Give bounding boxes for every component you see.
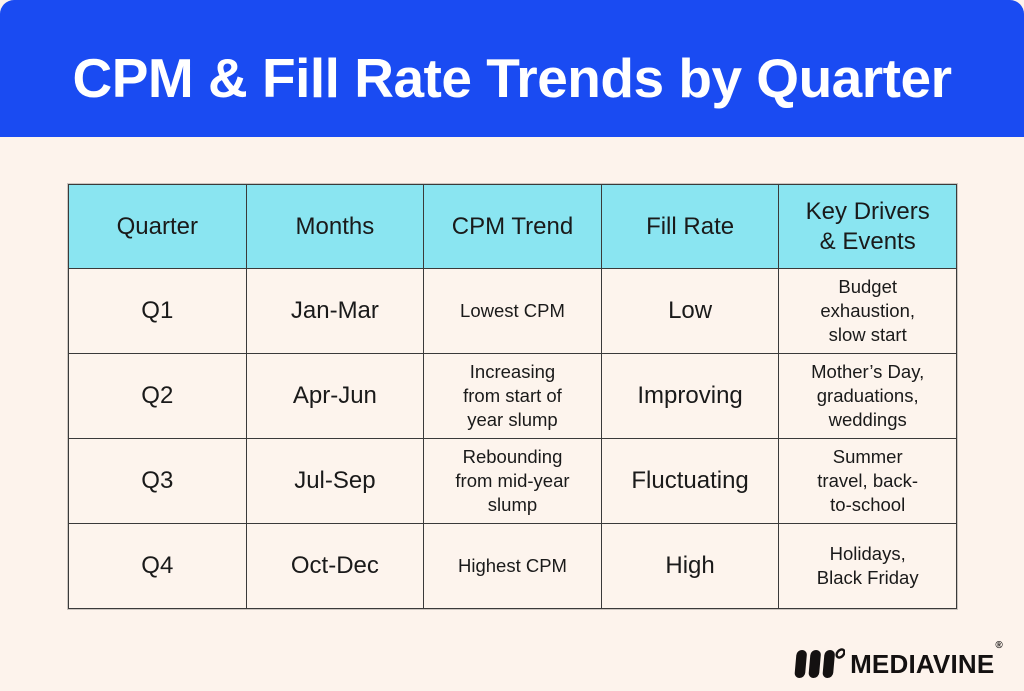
cell-key-drivers: Budget exhaustion, slow start — [778, 268, 957, 354]
cell-cpm-trend: Highest CPM — [423, 523, 602, 609]
mediavine-logo-text: MEDIAVINE® — [850, 640, 1003, 680]
column-header-months: Months — [245, 184, 425, 269]
table-row-q3: Q3 Jul-Sep Rebounding from mid-year slum… — [68, 438, 957, 524]
column-header-quarter: Quarter — [68, 184, 247, 269]
mediavine-logo-icon — [794, 648, 846, 678]
column-header-cpm-trend: CPM Trend — [423, 184, 602, 269]
cell-months: Apr-Jun — [245, 353, 425, 439]
cell-quarter: Q4 — [68, 523, 247, 609]
mediavine-logo: MEDIAVINE® — [793, 640, 1003, 684]
cell-key-drivers: Summer travel, back-to-school — [778, 438, 957, 524]
table-header-row: Quarter Months CPM Trend Fill Rate Key D… — [68, 184, 957, 269]
table-header: Quarter Months CPM Trend Fill Rate Key D… — [68, 184, 957, 269]
title-banner: CPM & Fill Rate Trends by Quarter — [0, 0, 1024, 137]
cell-key-drivers: Holidays, Black Friday — [778, 523, 957, 609]
table-row-q2: Q2 Apr-Jun Increasing from start of year… — [68, 353, 957, 439]
column-header-fill-rate: Fill Rate — [600, 184, 780, 269]
cell-months: Jan-Mar — [245, 268, 425, 354]
table-row-q4: Q4 Oct-Dec Highest CPM High Holidays, Bl… — [68, 523, 957, 609]
cell-cpm-trend: Lowest CPM — [423, 268, 602, 354]
column-header-key-drivers: Key Drivers & Events — [778, 184, 957, 269]
table-body: Q1 Jan-Mar Lowest CPM Low Budget exhaust… — [68, 268, 957, 609]
cell-fill-rate: Improving — [600, 353, 780, 439]
cell-months: Jul-Sep — [245, 438, 425, 524]
brand-name: MEDIAVINE — [850, 648, 995, 679]
cell-fill-rate: Fluctuating — [600, 438, 780, 524]
registered-trademark-symbol: ® — [995, 639, 1003, 651]
cell-cpm-trend: Increasing from start of year slump — [423, 353, 602, 439]
table-row-q1: Q1 Jan-Mar Lowest CPM Low Budget exhaust… — [68, 268, 957, 354]
cell-cpm-trend: Rebounding from mid-year slump — [423, 438, 602, 524]
cell-fill-rate: Low — [600, 268, 780, 354]
cell-fill-rate: High — [600, 523, 780, 609]
cell-quarter: Q3 — [68, 438, 247, 524]
cell-quarter: Q2 — [68, 353, 247, 439]
cell-key-drivers: Mother’s Day, graduations, weddings — [778, 353, 957, 439]
cell-quarter: Q1 — [68, 268, 247, 354]
cpm-fill-rate-table: Quarter Months CPM Trend Fill Rate Key D… — [68, 184, 957, 609]
cell-months: Oct-Dec — [245, 523, 425, 609]
page-title: CPM & Fill Rate Trends by Quarter — [72, 46, 952, 109]
